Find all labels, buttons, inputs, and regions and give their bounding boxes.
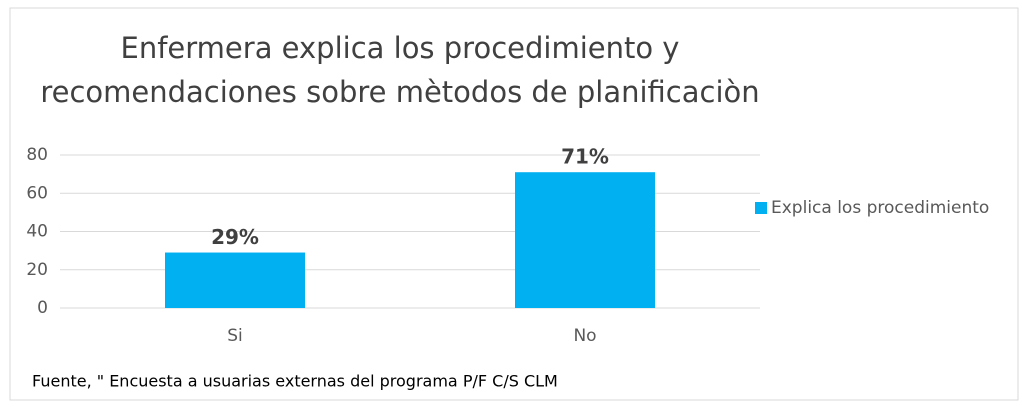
source-note: Fuente, " Encuesta a usuarias externas d… [32,372,558,391]
bar [515,172,655,308]
y-tick-label: 80 [26,145,48,165]
x-tick-label: No [573,326,596,346]
y-tick-label: 0 [37,298,48,318]
data-label: 71% [561,145,609,169]
chart-title: Enfermera explica los procedimiento y re… [40,31,760,109]
chart-border [9,7,1019,401]
legend-swatch [755,202,767,214]
x-tick-label: Si [227,326,243,346]
y-tick-label: 20 [26,260,48,280]
bar [165,252,305,308]
legend-label: Explica los procedimiento [771,198,989,218]
y-tick-label: 60 [26,183,48,203]
data-label: 29% [211,225,259,249]
y-tick-label: 40 [26,222,48,242]
